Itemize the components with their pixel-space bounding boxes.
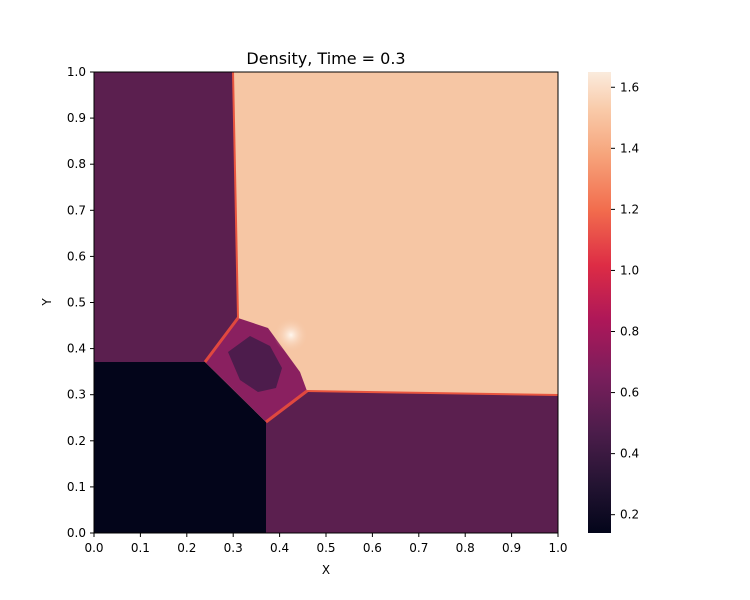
x-tick-label: 0.2 <box>177 541 196 555</box>
x-tick-label: 0.3 <box>224 541 243 555</box>
colorbar <box>588 72 611 533</box>
y-axis-label: Y <box>40 298 54 307</box>
heatmap-hotspot <box>274 318 308 352</box>
colorbar-ticks: 0.2 0.4 0.6 0.8 1.0 1.2 1.4 1.6 <box>611 80 639 522</box>
heatmap-contact-lower <box>306 390 558 396</box>
y-tick-label: 0.1 <box>67 480 86 494</box>
x-tick-label: 0.7 <box>409 541 428 555</box>
y-tick-label: 0.8 <box>67 157 86 171</box>
x-axis-label: X <box>322 563 330 577</box>
colorbar-tick-label: 1.6 <box>620 80 639 94</box>
heatmap-region-lower-left <box>94 362 266 533</box>
colorbar-tick-label: 0.2 <box>620 508 639 522</box>
colorbar-tick-label: 0.8 <box>620 325 639 339</box>
x-tick-label: 1.0 <box>548 541 567 555</box>
colorbar-tick-label: 1.2 <box>620 202 639 216</box>
y-tick-label: 0.9 <box>67 111 86 125</box>
heatmap-region-lower-right <box>266 391 558 533</box>
x-tick-label: 0.5 <box>316 541 335 555</box>
colorbar-tick-label: 0.6 <box>620 386 639 400</box>
y-tick-label: 1.0 <box>67 65 86 79</box>
heatmap-vortex-dark <box>228 336 282 392</box>
heatmap-contact-upper <box>232 72 239 319</box>
colorbar-tick-label: 1.4 <box>620 141 639 155</box>
colorbar-tick-label: 1.0 <box>620 263 639 277</box>
y-tick-label: 0.5 <box>67 296 86 310</box>
chart-title: Density, Time = 0.3 <box>246 49 405 68</box>
heatmap-shock-edge <box>203 317 308 424</box>
y-tick-label: 0.4 <box>67 342 86 356</box>
y-tick-label: 0.7 <box>67 203 86 217</box>
x-tick-label: 0.1 <box>131 541 150 555</box>
y-tick-label: 0.6 <box>67 249 86 263</box>
colorbar-tick-label: 0.4 <box>620 447 639 461</box>
heatmap-region-upper-left <box>94 72 238 362</box>
x-tick-label: 0.6 <box>363 541 382 555</box>
y-tick-label: 0.3 <box>67 388 86 402</box>
y-tick-label: 0.2 <box>67 434 86 448</box>
x-tick-label: 0.9 <box>502 541 521 555</box>
x-tick-label: 0.8 <box>456 541 475 555</box>
x-tick-label: 0.4 <box>270 541 289 555</box>
axes: 0.0 0.1 0.2 0.3 0.4 0.5 0.6 0.7 0.8 0.9 1.0 0.0 0.1 0… <box>67 65 568 555</box>
x-tick-label: 0.0 <box>84 541 103 555</box>
y-tick-label: 0.0 <box>67 526 86 540</box>
plot-area <box>94 72 558 533</box>
